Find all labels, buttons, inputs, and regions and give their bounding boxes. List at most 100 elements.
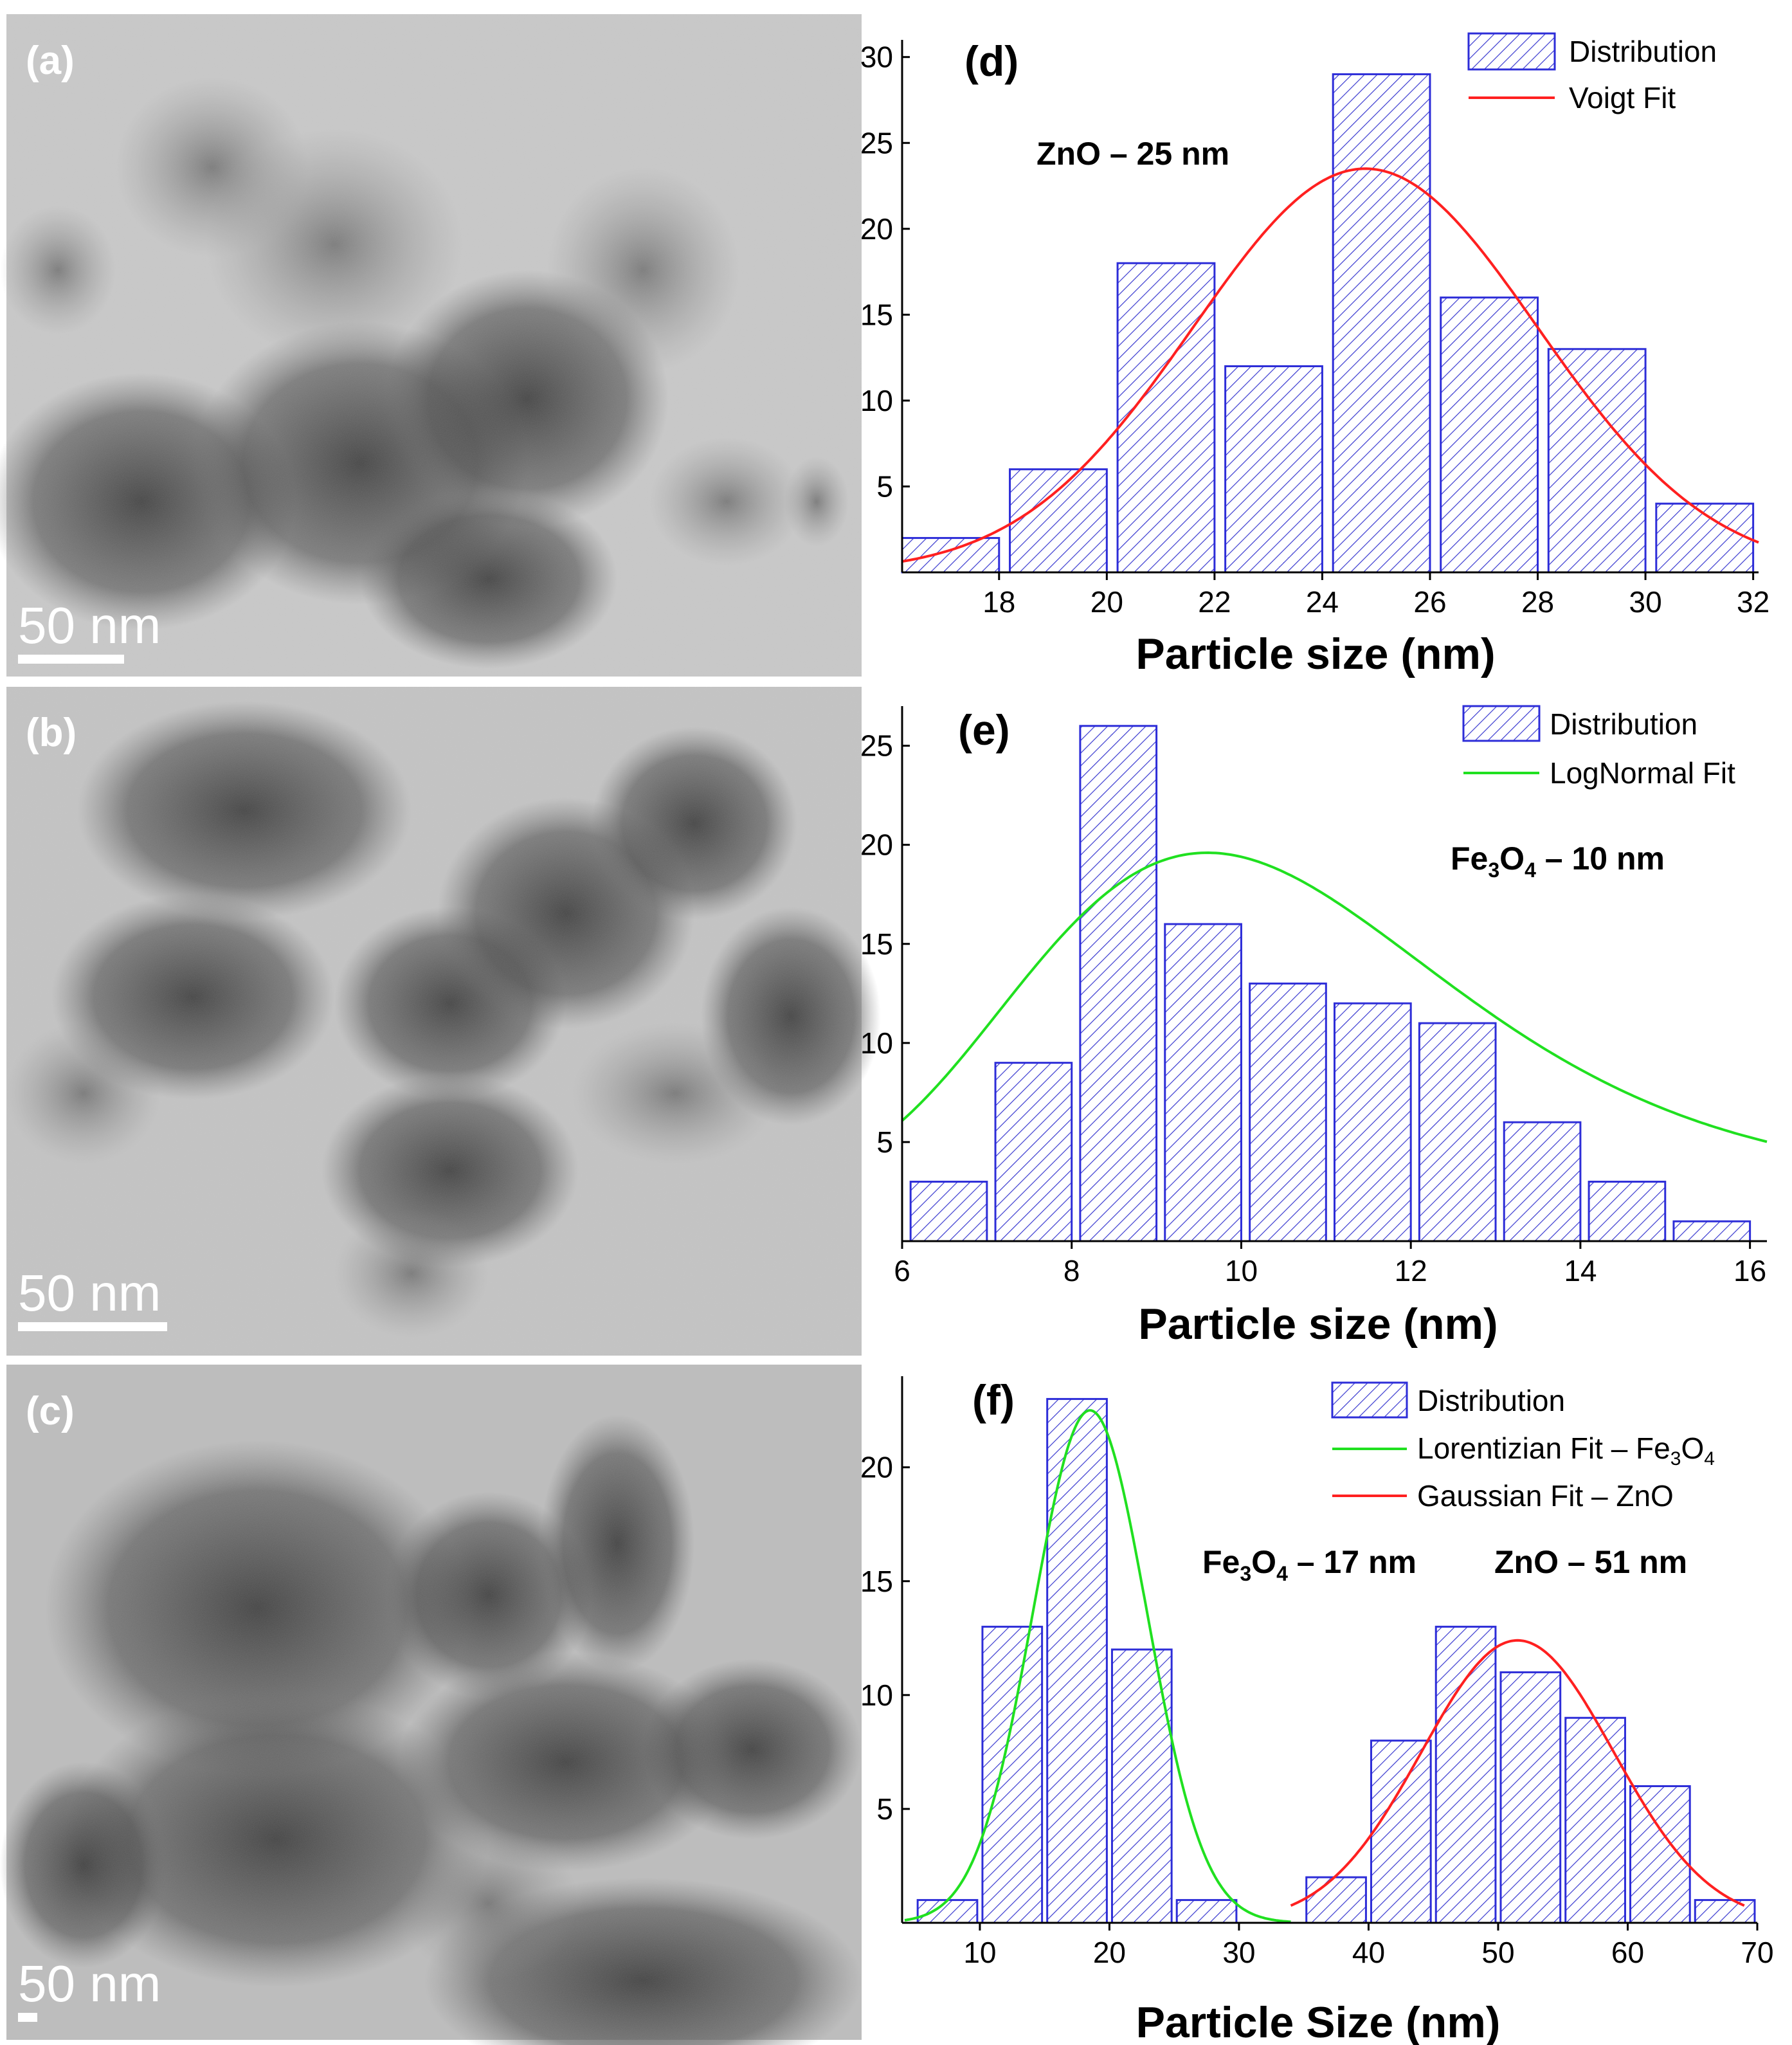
chart-f-bar bbox=[1435, 1626, 1497, 1924]
chart-f-y-tick-label: 10 bbox=[860, 1678, 893, 1712]
chart-f-anno-sub1: 3 bbox=[1240, 1562, 1251, 1585]
chart-f-legend-gaussian: Gaussian Fit – ZnO bbox=[1417, 1479, 1674, 1513]
chart-d-bars bbox=[901, 73, 1755, 574]
chart-f-xlabel: Particle Size (nm) bbox=[1136, 1998, 1501, 2045]
chart-e-x-tick-label: 14 bbox=[1564, 1254, 1597, 1287]
chart-e-anno-tail: – 10 nm bbox=[1536, 841, 1665, 877]
tem-panel-a-label: (a) bbox=[26, 39, 75, 83]
chart-e-x-tick-label: 6 bbox=[894, 1254, 910, 1287]
chart-f-anno-sub2: 4 bbox=[1276, 1562, 1288, 1585]
chart-f-bars bbox=[916, 1397, 1756, 1924]
chart-f-legend-lorentzian-text: Lorentizian Fit – Fe bbox=[1417, 1432, 1670, 1465]
chart-e-bar bbox=[1672, 1220, 1751, 1242]
chart-f-fit-curve bbox=[904, 1409, 1291, 1923]
chart-e-xlabel: Particle size (nm) bbox=[1138, 1300, 1498, 1349]
chart-d-y-tick-label: 15 bbox=[860, 298, 893, 331]
chart-e-y-tick-label: 20 bbox=[860, 828, 893, 862]
chart-f-bar bbox=[1046, 1397, 1108, 1924]
chart-e-x-tick-label: 16 bbox=[1733, 1254, 1766, 1287]
chart-d-x-tick-label: 22 bbox=[1198, 585, 1231, 619]
chart-f-x-tick-label: 40 bbox=[1352, 1936, 1385, 1969]
chart-e-anno-sub2: 4 bbox=[1525, 859, 1536, 882]
chart-f-x-tick-label: 10 bbox=[963, 1936, 996, 1969]
chart-d-y-tick-label: 10 bbox=[860, 384, 893, 417]
chart-e-bar bbox=[909, 1181, 988, 1242]
chart-f-annotation-fe: Fe3O4 – 17 nm bbox=[1202, 1544, 1416, 1585]
chart-f-bar bbox=[1175, 1899, 1238, 1924]
chart-d-x-tick-label: 18 bbox=[982, 585, 1015, 619]
chart-f-y-tick-label: 15 bbox=[860, 1565, 893, 1598]
chart-d-bar bbox=[1547, 348, 1647, 574]
scale-bar-c-text: 50 nm bbox=[18, 1955, 161, 2012]
chart-f-bar bbox=[981, 1626, 1044, 1924]
chart-e-bar bbox=[1164, 923, 1242, 1242]
chart-d-annotation: ZnO – 25 nm bbox=[1036, 136, 1229, 172]
scale-bar-a bbox=[18, 655, 124, 664]
chart-e-axes: 6 8 10 12 14 16 5 10 15 20 25 bbox=[860, 706, 1767, 1287]
chart-e-anno-fe: Fe bbox=[1451, 841, 1488, 877]
chart-f-bar bbox=[1694, 1899, 1756, 1924]
chart-e-y-tick-label: 15 bbox=[860, 927, 893, 961]
chart-f-fit-curve bbox=[1290, 1639, 1745, 1907]
chart-d-y-tick-label: 30 bbox=[860, 41, 893, 74]
chart-f-bar bbox=[1629, 1785, 1691, 1924]
chart-f-bar bbox=[916, 1899, 979, 1924]
chart-f-x-tick-label: 70 bbox=[1741, 1936, 1773, 1969]
chart-e-fit-curve bbox=[901, 851, 1768, 1143]
chart-e-x-tick-label: 12 bbox=[1395, 1254, 1427, 1287]
chart-f-axes: 10 20 30 40 50 60 70 5 10 15 20 bbox=[860, 1376, 1774, 1969]
chart-f-anno-o: O bbox=[1251, 1544, 1276, 1580]
chart-d-x-tick-label: 32 bbox=[1737, 585, 1769, 619]
chart-f: (f) Distribution Lorentizian Fit – Fe3O4… bbox=[860, 1376, 1774, 2045]
chart-f-legend-sub2: 4 bbox=[1704, 1448, 1715, 1469]
chart-f-y-tick-label: 20 bbox=[860, 1451, 893, 1484]
chart-d: (d) Distribution Voigt Fit ZnO – 25 nm P… bbox=[860, 32, 1769, 678]
chart-f-bar bbox=[1564, 1716, 1626, 1924]
chart-e-anno-o: O bbox=[1499, 841, 1525, 877]
chart-e: (e) Distribution LogNormal Fit Fe3O4 – 1… bbox=[860, 705, 1768, 1349]
chart-e-bar bbox=[1418, 1022, 1497, 1242]
chart-e-bar bbox=[1503, 1121, 1582, 1242]
chart-e-x-tick-label: 8 bbox=[1063, 1254, 1080, 1287]
chart-e-x-tick-label: 10 bbox=[1225, 1254, 1258, 1287]
tem-panel-a: (a) 50 nm bbox=[0, 14, 862, 677]
chart-d-bar bbox=[901, 537, 1000, 574]
chart-d-legend: Distribution Voigt Fit bbox=[1467, 32, 1717, 114]
chart-d-panel-label: (d) bbox=[964, 37, 1018, 85]
scale-bar-b-text: 50 nm bbox=[18, 1264, 161, 1322]
chart-d-y-tick-label: 20 bbox=[860, 212, 893, 246]
chart-f-y-tick-label: 5 bbox=[876, 1792, 893, 1826]
chart-f-bar bbox=[1370, 1740, 1432, 1924]
chart-e-bar bbox=[994, 1062, 1073, 1242]
tem-panel-b: (b) 50 nm bbox=[6, 687, 881, 1356]
chart-d-y-tick-label: 25 bbox=[860, 126, 893, 159]
scale-bar-a-text: 50 nm bbox=[18, 597, 161, 654]
chart-e-y-tick-label: 25 bbox=[860, 729, 893, 763]
chart-e-y-tick-label: 10 bbox=[860, 1026, 893, 1060]
chart-d-legend-voigt: Voigt Fit bbox=[1569, 81, 1676, 114]
chart-e-bar bbox=[1249, 982, 1327, 1242]
chart-e-panel-label: (e) bbox=[958, 706, 1010, 754]
scale-bar-b bbox=[18, 1322, 167, 1331]
chart-f-legend-lorentzian: Lorentizian Fit – Fe3O4 bbox=[1417, 1432, 1715, 1469]
chart-f-x-tick-label: 50 bbox=[1481, 1936, 1514, 1969]
chart-f-anno-fe: Fe bbox=[1202, 1544, 1240, 1580]
chart-d-x-tick-label: 20 bbox=[1091, 585, 1123, 619]
chart-e-bar bbox=[1079, 725, 1158, 1242]
chart-e-annotation: Fe3O4 – 10 nm bbox=[1451, 841, 1665, 882]
chart-d-x-tick-label: 28 bbox=[1521, 585, 1554, 619]
chart-f-anno-tail: – 17 nm bbox=[1288, 1544, 1416, 1580]
chart-e-legend-lognormal: LogNormal Fit bbox=[1550, 756, 1735, 790]
chart-f-legend-sub1: 3 bbox=[1670, 1448, 1681, 1469]
chart-f-x-tick-label: 30 bbox=[1222, 1936, 1255, 1969]
chart-f-bar bbox=[1305, 1876, 1367, 1924]
tem-panel-b-label: (b) bbox=[26, 711, 77, 755]
chart-d-bar bbox=[1009, 468, 1108, 574]
chart-f-bar bbox=[1499, 1671, 1562, 1924]
chart-d-legend-distribution: Distribution bbox=[1569, 35, 1717, 68]
chart-d-x-tick-label: 24 bbox=[1306, 585, 1339, 619]
chart-e-y-tick-label: 5 bbox=[876, 1125, 893, 1159]
chart-f-x-tick-label: 20 bbox=[1093, 1936, 1126, 1969]
chart-e-legend: Distribution LogNormal Fit bbox=[1462, 705, 1735, 790]
